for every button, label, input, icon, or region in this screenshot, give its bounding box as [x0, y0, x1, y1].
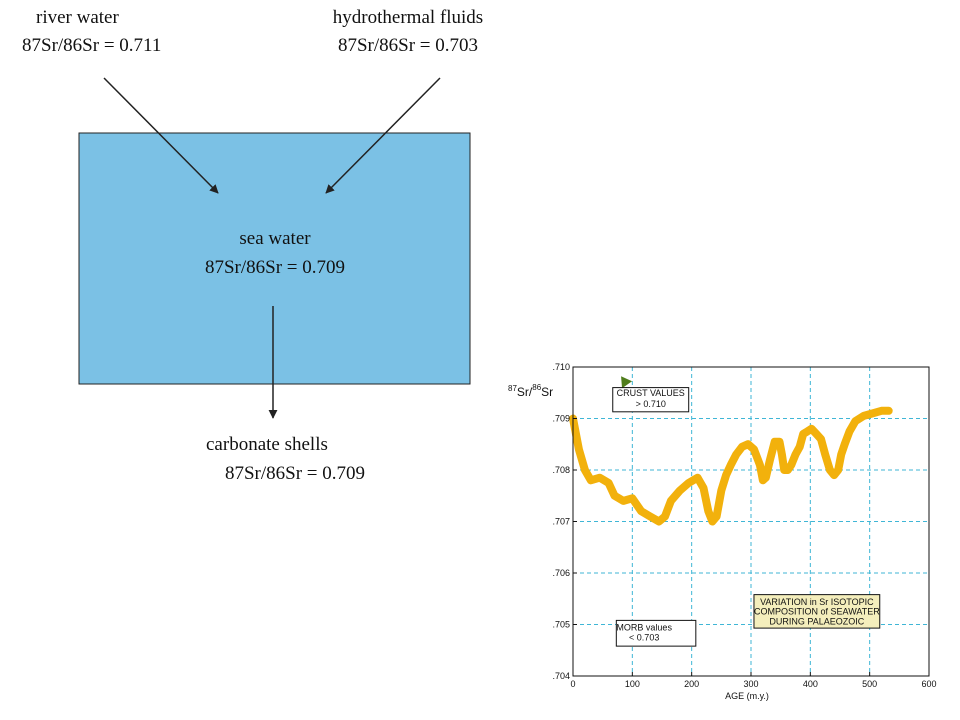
- sea-water-label: sea water 87Sr/86Sr = 0.709: [175, 227, 375, 280]
- y-axis-label-base1: Sr/: [517, 385, 533, 399]
- x-tick-label: 200: [684, 679, 699, 689]
- morb-values-box: [615, 619, 697, 647]
- river-arrow: [103, 77, 219, 194]
- y-axis-label: 87Sr/86Sr: [508, 383, 553, 399]
- variation-line-2: COMPOSITION of SEAWATER: [754, 607, 880, 617]
- x-tick-label: 500: [862, 679, 877, 689]
- sea-water-ratio: 87Sr/86Sr = 0.709: [204, 257, 346, 278]
- series: [569, 406, 893, 526]
- y-tick-label: .706: [552, 568, 570, 578]
- carbonate-shells-label: carbonate shells 87Sr/86Sr = 0.709: [200, 433, 390, 486]
- x-tick-label: 100: [625, 679, 640, 689]
- crust-arrowhead: [621, 376, 633, 389]
- y-tick-label: .704: [552, 671, 570, 681]
- sea-water-name: sea water: [239, 228, 311, 249]
- variation-box: [753, 594, 881, 629]
- river-water-label: river water 87Sr/86Sr = 0.711: [22, 6, 192, 58]
- hydrothermal-ratio: 87Sr/86Sr = 0.703: [337, 35, 479, 56]
- morb-annotation: MORB values < 0.703: [615, 619, 697, 647]
- x-tick-label: 0: [570, 679, 575, 689]
- hydrothermal-arrow: [325, 77, 441, 194]
- river-water-name: river water: [36, 7, 119, 28]
- ticks: 0 100 200 300 400 500 600 .704 .705 .706 .707 .708.…: [552, 362, 936, 689]
- variation-annotation: VARIATION in Sr ISOTOPIC COMPOSITION of …: [753, 594, 881, 629]
- hydrothermal-name: hydrothermal fluids: [332, 7, 484, 28]
- crust-values-label: CRUST VALUES: [617, 388, 685, 398]
- crust-values-threshold: > 0.710: [636, 399, 666, 409]
- river-water-ratio: 87Sr/86Sr = 0.711: [22, 35, 162, 56]
- x-tick-label: 400: [803, 679, 818, 689]
- variation-line-1: VARIATION in Sr ISOTOPIC: [760, 597, 874, 607]
- sea-water-box: [78, 132, 471, 385]
- x-tick-label: 600: [921, 679, 936, 689]
- y-tick-label: .705: [552, 620, 570, 630]
- x-axis-label: AGE (m.y.): [725, 691, 769, 701]
- crust-annotation: CRUST VALUES > 0.710: [612, 376, 690, 413]
- y-axis-label-sup2: 86: [532, 383, 541, 392]
- variation-line-3: DURING PALAEOZOIC: [769, 617, 864, 627]
- crust-values-box: [612, 387, 690, 413]
- sr-isotope-chart: 0 100 200 300 400 500 600 .704 .705 .706 .707 .708.…: [508, 362, 937, 701]
- grid: [573, 367, 929, 676]
- y-axis-label-sup1: 87: [508, 384, 517, 393]
- y-axis-label-base2: Sr: [541, 385, 553, 399]
- y-tick-label: .710: [552, 362, 570, 372]
- hydrothermal-label: hydrothermal fluids 87Sr/86Sr = 0.703: [300, 6, 516, 58]
- morb-values-threshold: < 0.703: [629, 632, 659, 642]
- y-tick-label: .707: [552, 517, 570, 527]
- carbonate-shells-ratio: 87Sr/86Sr = 0.709: [224, 463, 366, 484]
- carbonate-shells-name: carbonate shells: [206, 434, 328, 455]
- y-tick-label: .708: [552, 465, 570, 475]
- morb-values-label: MORB values: [616, 623, 672, 633]
- x-tick-label: 300: [743, 679, 758, 689]
- sr-ratio-series-line: [569, 406, 893, 526]
- y-tick-label: .709: [552, 414, 570, 424]
